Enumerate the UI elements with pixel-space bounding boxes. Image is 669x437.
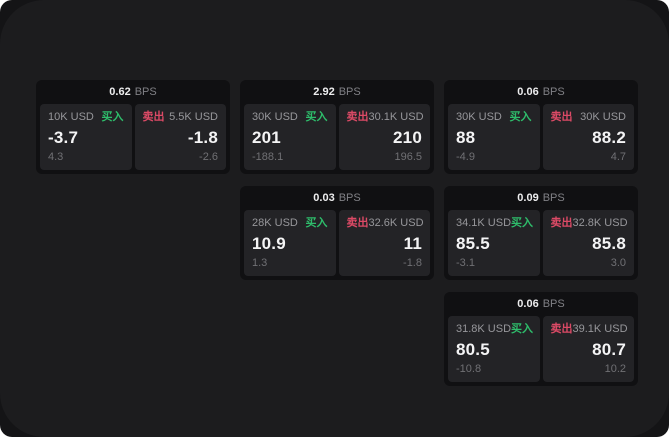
buy-button[interactable]: 买入	[511, 323, 534, 335]
buy-change: 1.3	[252, 257, 268, 269]
quote-card: 2.92 BPS 30K USD 买入 201 -188.1 卖出 30.1K …	[240, 80, 434, 174]
buy-change: -188.1	[252, 151, 284, 163]
buy-button[interactable]: 买入	[101, 111, 124, 123]
sell-change: 3.0	[610, 257, 626, 269]
sell-amount-label: 32.6K USD	[368, 217, 424, 229]
buy-quote-pane[interactable]: 30K USD 买入 201 -188.1	[244, 104, 336, 170]
bps-unit-label: BPS	[542, 298, 565, 310]
buy-amount-label: 28K USD	[252, 217, 298, 229]
sell-quote-pane[interactable]: 卖出 30K USD 88.2 4.7	[542, 104, 634, 170]
quote-card-grid: 0.62 BPS 10K USD 买入 -3.7 4.3 卖出 5.5K USD…	[36, 80, 638, 386]
card-header: 0.06 BPS	[444, 292, 638, 316]
buy-amount-label: 30K USD	[252, 111, 298, 123]
quote-card: 0.06 BPS 30K USD 买入 88 -4.9 卖出 30K USD 8…	[444, 80, 638, 174]
sell-price: 85.8	[592, 233, 626, 253]
buy-price: -3.7	[48, 127, 79, 147]
bps-unit-label: BPS	[338, 192, 361, 204]
sell-quote-pane[interactable]: 卖出 32.6K USD 11 -1.8	[338, 210, 430, 276]
sell-change: 196.5	[394, 151, 422, 163]
sell-change: -1.8	[403, 257, 422, 269]
buy-change: -3.1	[456, 257, 475, 269]
bps-spread-value: 0.03	[313, 192, 335, 204]
buy-amount-label: 30K USD	[456, 111, 502, 123]
buy-button[interactable]: 买入	[305, 111, 328, 123]
bps-unit-label: BPS	[542, 192, 565, 204]
buy-button[interactable]: 买入	[305, 217, 328, 229]
quote-card: 0.62 BPS 10K USD 买入 -3.7 4.3 卖出 5.5K USD…	[36, 80, 230, 174]
sell-price: 88.2	[592, 127, 626, 147]
card-body: 30K USD 买入 201 -188.1 卖出 30.1K USD 210 1…	[240, 104, 434, 174]
card-body: 28K USD 买入 10.9 1.3 卖出 32.6K USD 11 -1.8	[240, 210, 434, 280]
card-body: 10K USD 买入 -3.7 4.3 卖出 5.5K USD -1.8 -2.…	[36, 104, 230, 174]
sell-button[interactable]: 卖出	[142, 111, 165, 123]
bps-spread-value: 0.09	[517, 192, 539, 204]
buy-quote-pane[interactable]: 30K USD 买入 88 -4.9	[448, 104, 540, 170]
card-body: 30K USD 买入 88 -4.9 卖出 30K USD 88.2 4.7	[444, 104, 638, 174]
buy-change: 4.3	[48, 151, 64, 163]
buy-quote-pane[interactable]: 28K USD 买入 10.9 1.3	[244, 210, 336, 276]
card-header: 0.09 BPS	[444, 186, 638, 210]
buy-quote-pane[interactable]: 10K USD 买入 -3.7 4.3	[40, 104, 132, 170]
buy-price: 80.5	[456, 339, 490, 359]
sell-quote-pane[interactable]: 卖出 32.8K USD 85.8 3.0	[542, 210, 634, 276]
buy-change: -10.8	[456, 363, 482, 375]
buy-button[interactable]: 买入	[509, 111, 532, 123]
bps-unit-label: BPS	[134, 86, 157, 98]
bps-unit-label: BPS	[338, 86, 361, 98]
sell-button[interactable]: 卖出	[550, 111, 573, 123]
sell-button[interactable]: 卖出	[550, 323, 573, 335]
card-header: 0.06 BPS	[444, 80, 638, 104]
sell-change: 4.7	[610, 151, 626, 163]
buy-change: -4.9	[456, 151, 475, 163]
buy-amount-label: 10K USD	[48, 111, 94, 123]
sell-button[interactable]: 卖出	[346, 217, 369, 229]
bps-unit-label: BPS	[542, 86, 565, 98]
buy-button[interactable]: 买入	[511, 217, 534, 229]
bps-spread-value: 0.06	[517, 298, 539, 310]
sell-amount-label: 5.5K USD	[169, 111, 218, 123]
sell-amount-label: 32.8K USD	[572, 217, 628, 229]
bps-spread-value: 0.62	[109, 86, 131, 98]
card-header: 0.03 BPS	[240, 186, 434, 210]
bps-spread-value: 2.92	[313, 86, 335, 98]
buy-price: 201	[252, 127, 281, 147]
sell-amount-label: 39.1K USD	[572, 323, 628, 335]
sell-button[interactable]: 卖出	[346, 111, 369, 123]
card-body: 34.1K USD 买入 85.5 -3.1 卖出 32.8K USD 85.8…	[444, 210, 638, 280]
sell-quote-pane[interactable]: 卖出 30.1K USD 210 196.5	[338, 104, 430, 170]
sell-amount-label: 30K USD	[580, 111, 626, 123]
sell-price: 210	[393, 127, 422, 147]
buy-amount-label: 34.1K USD	[456, 217, 512, 229]
quote-card: 0.09 BPS 34.1K USD 买入 85.5 -3.1 卖出 32.8K…	[444, 186, 638, 280]
card-header: 2.92 BPS	[240, 80, 434, 104]
sell-quote-pane[interactable]: 卖出 39.1K USD 80.7 10.2	[542, 316, 634, 382]
card-header: 0.62 BPS	[36, 80, 230, 104]
sell-button[interactable]: 卖出	[550, 217, 573, 229]
card-body: 31.8K USD 买入 80.5 -10.8 卖出 39.1K USD 80.…	[444, 316, 638, 386]
buy-quote-pane[interactable]: 34.1K USD 买入 85.5 -3.1	[448, 210, 540, 276]
buy-price: 88	[456, 127, 476, 147]
sell-change: -2.6	[199, 151, 218, 163]
buy-amount-label: 31.8K USD	[456, 323, 512, 335]
sell-amount-label: 30.1K USD	[368, 111, 424, 123]
buy-quote-pane[interactable]: 31.8K USD 买入 80.5 -10.8	[448, 316, 540, 382]
sell-price: 80.7	[592, 339, 626, 359]
sell-price: 11	[403, 233, 422, 253]
buy-price: 85.5	[456, 233, 490, 253]
quote-card: 0.03 BPS 28K USD 买入 10.9 1.3 卖出 32.6K US…	[240, 186, 434, 280]
sell-quote-pane[interactable]: 卖出 5.5K USD -1.8 -2.6	[134, 104, 226, 170]
sell-price: -1.8	[187, 127, 218, 147]
bps-spread-value: 0.06	[517, 86, 539, 98]
sell-change: 10.2	[604, 363, 626, 375]
quote-card: 0.06 BPS 31.8K USD 买入 80.5 -10.8 卖出 39.1…	[444, 292, 638, 386]
buy-price: 10.9	[252, 233, 286, 253]
